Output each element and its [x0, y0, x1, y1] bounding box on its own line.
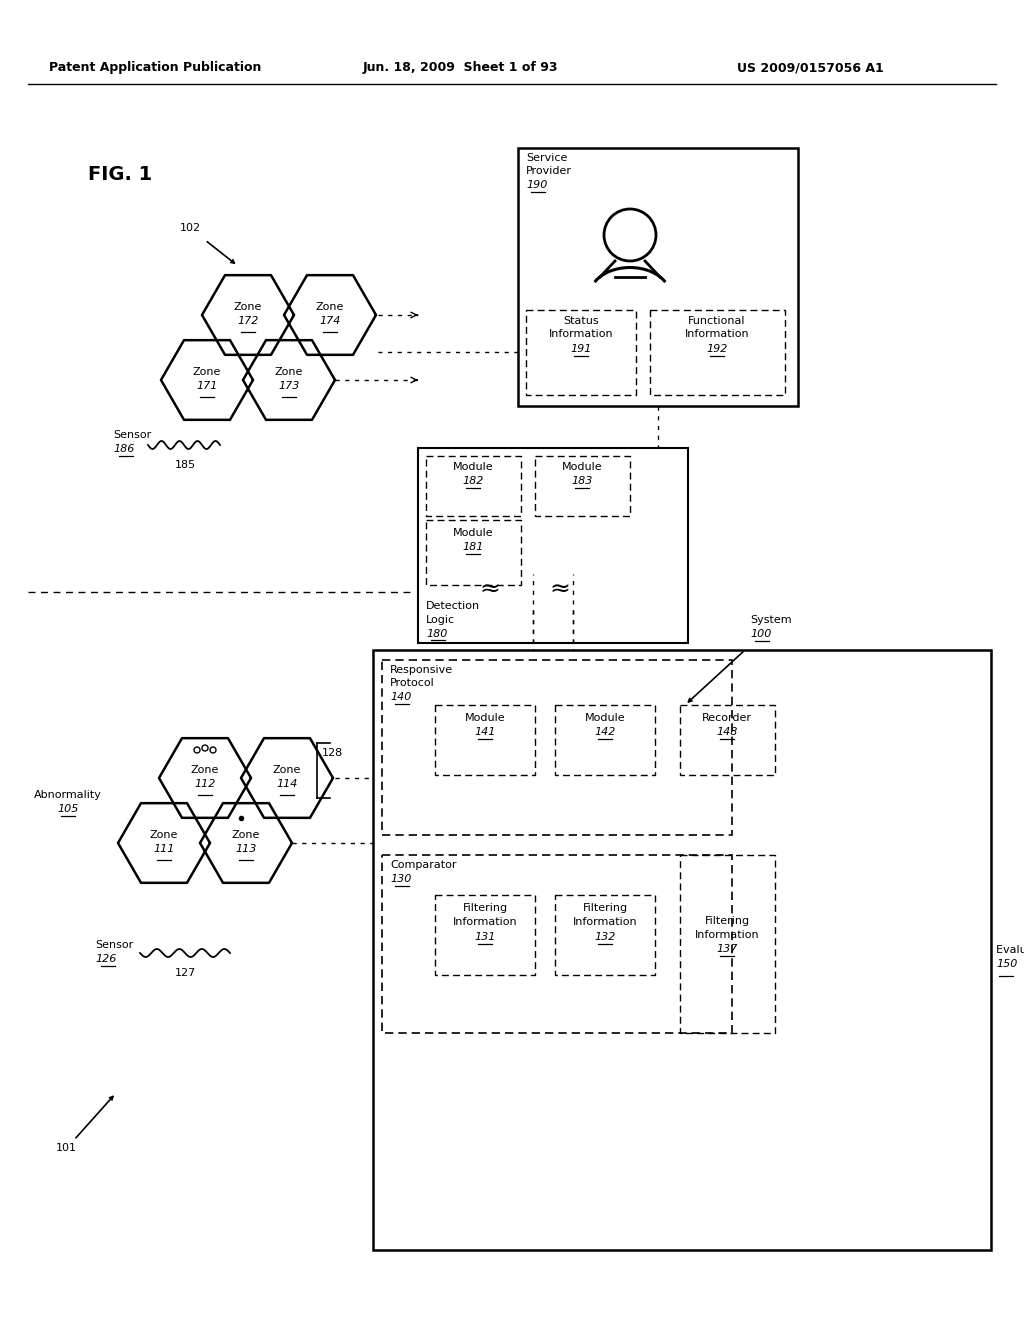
Text: Zone: Zone: [274, 367, 303, 378]
Bar: [535, 455, 630, 516]
Text: Zone: Zone: [233, 302, 262, 312]
Text: 111: 111: [154, 843, 175, 854]
Bar: [435, 895, 535, 975]
Text: Module: Module: [453, 528, 494, 539]
Text: FIG. 1: FIG. 1: [88, 165, 153, 185]
Text: Functional: Functional: [688, 315, 745, 326]
Bar: [435, 705, 535, 775]
Bar: [418, 447, 688, 643]
Text: 141: 141: [474, 727, 496, 737]
Text: Abnormality: Abnormality: [34, 789, 102, 800]
Text: Provider: Provider: [526, 166, 572, 176]
Text: 192: 192: [707, 345, 728, 354]
Bar: [555, 895, 655, 975]
Bar: [382, 660, 732, 836]
Text: 150: 150: [996, 960, 1018, 969]
Text: Jun. 18, 2009  Sheet 1 of 93: Jun. 18, 2009 Sheet 1 of 93: [362, 62, 558, 74]
Text: Service: Service: [526, 153, 567, 162]
Text: Filtering: Filtering: [705, 916, 750, 927]
Text: Information: Information: [453, 917, 517, 927]
Text: Filtering: Filtering: [583, 903, 628, 913]
Text: Module: Module: [585, 713, 626, 723]
Text: 142: 142: [594, 727, 615, 737]
Text: 148: 148: [717, 727, 737, 737]
Text: Logic: Logic: [426, 615, 455, 624]
Text: 130: 130: [390, 874, 412, 884]
Text: US 2009/0157056 A1: US 2009/0157056 A1: [736, 62, 884, 74]
Bar: [650, 310, 785, 395]
Text: 190: 190: [526, 180, 548, 190]
Text: Zone: Zone: [193, 367, 221, 378]
Text: 132: 132: [594, 932, 615, 942]
Text: Module: Module: [453, 462, 494, 473]
Text: 137: 137: [717, 944, 737, 954]
Bar: [426, 455, 521, 516]
Bar: [518, 148, 798, 407]
Text: 182: 182: [462, 477, 483, 486]
Text: Sensor: Sensor: [113, 430, 152, 440]
Text: 171: 171: [197, 381, 218, 391]
Text: 172: 172: [238, 315, 259, 326]
Text: Status: Status: [563, 315, 599, 326]
Text: Zone: Zone: [190, 766, 219, 775]
Text: 140: 140: [390, 692, 412, 702]
Text: 183: 183: [571, 477, 593, 486]
Text: Zone: Zone: [272, 766, 301, 775]
Text: Zone: Zone: [315, 302, 344, 312]
Text: ≈: ≈: [550, 578, 570, 602]
Bar: [680, 855, 775, 1034]
Text: Responsive: Responsive: [390, 665, 454, 675]
Text: Detection: Detection: [426, 601, 480, 611]
Text: Comparator: Comparator: [390, 861, 457, 870]
Text: 191: 191: [570, 345, 592, 354]
Bar: [555, 705, 655, 775]
Text: Module: Module: [562, 462, 602, 473]
Text: 105: 105: [57, 804, 79, 814]
Text: 127: 127: [174, 968, 196, 978]
Text: 186: 186: [113, 444, 134, 454]
Bar: [526, 310, 636, 395]
Text: 112: 112: [195, 779, 216, 789]
Text: 113: 113: [236, 843, 257, 854]
Text: Information: Information: [685, 329, 750, 339]
Text: Sensor: Sensor: [95, 940, 133, 950]
Text: 181: 181: [462, 543, 483, 552]
Text: Module: Module: [465, 713, 505, 723]
Text: Information: Information: [549, 329, 613, 339]
Text: Patent Application Publication: Patent Application Publication: [49, 62, 261, 74]
Text: 114: 114: [276, 779, 298, 789]
Text: 185: 185: [174, 459, 196, 470]
Text: 126: 126: [95, 954, 117, 964]
Text: 100: 100: [750, 630, 771, 639]
Text: Recorder: Recorder: [702, 713, 752, 723]
Text: 180: 180: [426, 630, 447, 639]
Text: Protocol: Protocol: [390, 678, 435, 688]
Bar: [680, 705, 775, 775]
Text: 131: 131: [474, 932, 496, 942]
Bar: [426, 520, 521, 585]
Text: Zone: Zone: [150, 830, 178, 840]
Bar: [373, 649, 991, 1250]
Text: 173: 173: [279, 381, 300, 391]
Text: Information: Information: [694, 931, 760, 940]
Text: Filtering: Filtering: [463, 903, 508, 913]
Text: 128: 128: [322, 748, 343, 758]
Text: Evaluation Logic: Evaluation Logic: [996, 945, 1024, 954]
Text: 174: 174: [319, 315, 341, 326]
Text: 101: 101: [56, 1143, 77, 1152]
Text: System: System: [750, 615, 792, 624]
Text: 102: 102: [179, 223, 201, 234]
Bar: [382, 855, 732, 1034]
Text: ≈: ≈: [479, 578, 501, 602]
Text: Zone: Zone: [231, 830, 260, 840]
Text: Information: Information: [572, 917, 637, 927]
